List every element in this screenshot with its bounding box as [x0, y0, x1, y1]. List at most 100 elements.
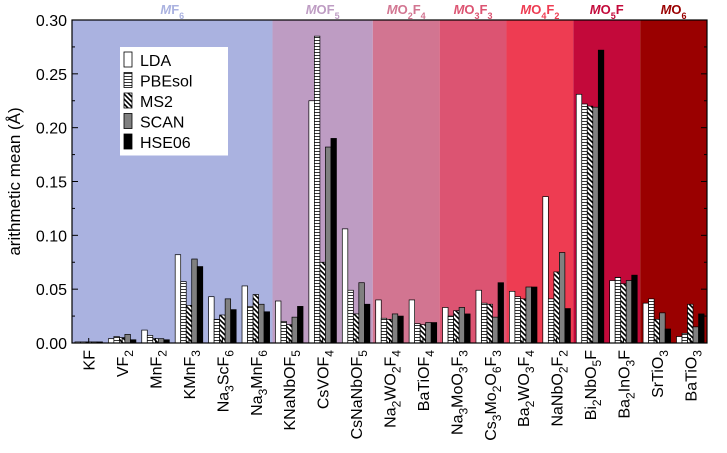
bar	[586, 105, 594, 344]
bar	[258, 303, 265, 344]
class-region	[439, 20, 507, 343]
bar	[280, 321, 287, 344]
bar	[124, 334, 131, 344]
bar	[347, 289, 354, 344]
bar	[481, 302, 488, 344]
bar	[213, 318, 220, 344]
legend-swatch	[123, 113, 133, 129]
bar	[325, 146, 332, 344]
bar	[597, 49, 605, 344]
bar	[319, 261, 326, 344]
bar	[297, 306, 304, 344]
legend-label: HSE06	[140, 135, 191, 152]
bar	[364, 303, 371, 344]
y-tick-label: 0.30	[36, 13, 67, 30]
bar	[692, 326, 699, 344]
legend-label: LDA	[140, 53, 171, 70]
bar	[191, 258, 198, 344]
bar	[553, 271, 560, 344]
x-tick-label: VF2	[115, 350, 136, 377]
bar	[107, 338, 115, 344]
class-region-label: MO5F	[590, 2, 624, 21]
bar	[141, 329, 148, 344]
bar	[208, 296, 215, 344]
legend-label: PBEsol	[140, 74, 192, 91]
bar	[614, 276, 622, 344]
x-tick-label: Na2WO2F4	[383, 350, 404, 428]
x-tick-label: MnF2	[149, 350, 170, 389]
x-tick-label: Na3MoO3F3	[449, 350, 470, 435]
bar	[252, 294, 259, 344]
x-tick-label: BaTiOF4	[416, 350, 437, 412]
class-region-label: MF6	[160, 2, 184, 21]
bar	[430, 322, 438, 344]
bar	[687, 303, 694, 344]
bar	[509, 290, 516, 344]
bar	[659, 312, 666, 344]
bar	[676, 336, 683, 344]
bars	[74, 35, 705, 344]
x-tick-label: KMnF3	[182, 350, 203, 400]
class-region-label: MO2F4	[387, 2, 426, 21]
bar	[180, 281, 187, 344]
bar	[380, 317, 388, 344]
y-axis: 0.00 0.05 0.10 0.15 0.20 0.25 0.30	[36, 13, 707, 353]
bar	[425, 322, 432, 344]
bar	[146, 335, 154, 344]
legend-swatch	[123, 133, 133, 150]
bar	[196, 266, 204, 344]
legend-swatch	[123, 92, 133, 109]
x-tick-label: Ba2InO3F	[616, 350, 637, 419]
bar	[648, 298, 655, 344]
x-tick-label: Cs3Mo2O6F3	[483, 350, 504, 441]
bar	[497, 282, 504, 344]
bar	[397, 315, 404, 344]
legend-label: MS2	[140, 94, 173, 111]
legend: LDA PBEsol MS2 SCAN HSE06	[120, 47, 228, 156]
bar	[291, 316, 298, 344]
bar	[581, 103, 588, 344]
bar	[308, 100, 315, 344]
bar	[475, 289, 482, 344]
bar	[531, 286, 538, 344]
bar	[559, 252, 566, 344]
bar	[625, 280, 633, 344]
bar	[542, 196, 549, 344]
bar	[681, 332, 688, 344]
class-region-labels: MF6 MOF5 MO2F4 MO3F3 MO4F2 MO5F MO6	[160, 2, 686, 21]
x-tick-label: Bi2NbO5F	[583, 350, 604, 421]
class-region-label: MO3F3	[454, 2, 493, 21]
bar	[113, 336, 120, 344]
class-region-backgrounds	[72, 20, 707, 343]
x-tick-label: KNaNbOF5	[282, 350, 303, 431]
class-region	[640, 20, 707, 343]
bar	[414, 323, 421, 344]
bar	[263, 311, 270, 344]
x-tick-label: BaTiO3	[683, 350, 704, 402]
bar	[520, 298, 527, 344]
bar	[447, 315, 454, 344]
class-region-label: MOF5	[306, 2, 340, 21]
bar	[185, 304, 193, 344]
bar	[314, 35, 321, 344]
bar	[609, 280, 616, 344]
x-tick-label: SrTiO3	[650, 350, 671, 398]
bar	[514, 296, 521, 344]
bar	[174, 254, 182, 344]
bar	[375, 299, 382, 344]
bar	[547, 298, 555, 344]
bar	[408, 299, 415, 344]
class-region-label: MO6	[661, 2, 687, 21]
bar	[664, 328, 672, 344]
x-tick-label: CsVOF4	[316, 350, 337, 409]
y-axis-label: arithmetic mean (Å)	[5, 107, 24, 255]
bar	[230, 309, 237, 344]
legend-box	[120, 47, 228, 156]
class-region	[372, 20, 440, 343]
bar	[620, 283, 627, 344]
bar	[458, 307, 465, 344]
bar	[330, 138, 337, 344]
legend-swatch	[123, 51, 133, 68]
x-tick-label: NaNbO2F2	[550, 350, 571, 427]
